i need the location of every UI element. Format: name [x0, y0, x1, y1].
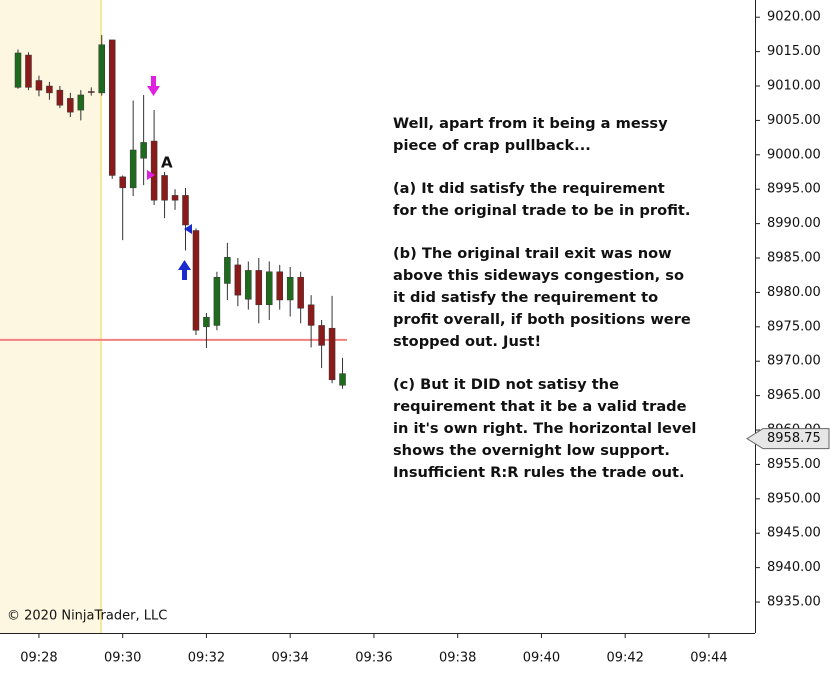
candle-body: [266, 271, 273, 306]
annotation-line: (a) It did satisfy the requirement: [393, 180, 665, 197]
candle-body: [171, 195, 179, 201]
candle-body: [98, 44, 106, 94]
candle-body: [140, 142, 147, 159]
x-tick-label: 09:28: [20, 651, 57, 666]
candle-body: [25, 54, 32, 88]
exit-arrow: [178, 260, 191, 280]
annotation-line: (c) But it DID not satisy the: [393, 376, 619, 393]
y-tick-label: 8940.00: [767, 560, 821, 575]
y-tick-label: 9010.00: [767, 79, 821, 94]
candle-body: [297, 277, 304, 309]
x-tick-label: 09:30: [104, 651, 141, 666]
x-tick-label: 09:34: [271, 651, 308, 666]
y-tick-label: 8955.00: [767, 457, 821, 472]
candle-body: [245, 270, 252, 300]
candle-body: [46, 85, 53, 94]
candle-body: [328, 327, 336, 381]
candle-body: [129, 149, 137, 189]
annotation-line: piece of crap pullback...: [393, 137, 591, 154]
y-tick-label: 8970.00: [767, 354, 821, 369]
candle-body: [161, 175, 168, 201]
candle-body: [108, 39, 116, 176]
annotation-line: in it's own right. The horizontal level: [393, 420, 696, 437]
entry-marker: [147, 170, 155, 180]
y-tick-label: 8935.00: [767, 595, 821, 610]
x-tick-label: 09:32: [188, 651, 225, 666]
candle-body: [307, 304, 315, 326]
candle-body: [224, 257, 231, 284]
candle-body: [14, 52, 22, 88]
y-tick-label: 9020.00: [767, 10, 821, 25]
price-tag: [746, 428, 830, 450]
y-tick-label: 8985.00: [767, 251, 821, 266]
annotation-line: shows the overnight low support.: [393, 442, 670, 459]
candle-body: [150, 140, 158, 201]
annotation-line: (b) The original trail exit was now: [393, 245, 672, 262]
candle-body: [276, 271, 283, 301]
candle-body: [286, 277, 294, 301]
annotation-line: it did satisfy the requirement to: [393, 289, 658, 306]
y-tick-label: 8965.00: [767, 388, 821, 403]
annotation-line: stopped out. Just!: [393, 333, 541, 350]
annotation: Well, apart from it being a messy piece o…: [393, 115, 696, 481]
candle-body: [192, 230, 200, 331]
candle-body: [67, 98, 74, 113]
y-tick-label: 8990.00: [767, 216, 821, 231]
x-tick-label: 09:36: [355, 651, 392, 666]
x-tick-label: 09:38: [439, 651, 476, 666]
annotation-line: profit overall, if both positions were: [393, 311, 691, 328]
candle-body: [35, 80, 43, 91]
y-tick-label: 9000.00: [767, 147, 821, 162]
plot: [0, 35, 347, 389]
annotation-line: Well, apart from it being a messy: [393, 115, 668, 132]
y-tick-label: 8980.00: [767, 285, 821, 300]
marker-label: A: [161, 154, 173, 172]
annotation-line: for the original trade to be in profit.: [393, 202, 690, 219]
x-tick-label: 09:42: [606, 651, 643, 666]
candle-body: [318, 325, 325, 346]
candle-body: [234, 264, 242, 296]
session-shade: [0, 0, 101, 633]
copyright: © 2020 NinjaTrader, LLC: [7, 609, 167, 624]
candle-body: [339, 373, 346, 386]
annotation-line: above this sideways congestion, so: [393, 267, 684, 284]
x-tick-label: 09:44: [690, 651, 727, 666]
candle-body: [56, 89, 64, 106]
candle-body: [203, 316, 210, 328]
candle-body: [88, 91, 95, 93]
annotation-line: Insufficient R:R rules the trade out.: [393, 464, 685, 481]
exit-marker: [184, 224, 192, 234]
candle-body: [255, 270, 263, 306]
candle-body: [77, 94, 85, 111]
y-tick-label: 9005.00: [767, 113, 821, 128]
y-tick-label: 8975.00: [767, 319, 821, 334]
y-tick-label: 8995.00: [767, 182, 821, 197]
x-tick-label: 09:40: [523, 651, 560, 666]
y-tick-label: 8945.00: [767, 526, 821, 541]
y-tick-label: 9015.00: [767, 44, 821, 59]
annotation-line: requirement that it be a valid trade: [393, 398, 687, 415]
candle-body: [213, 277, 221, 326]
entry-arrow: [147, 76, 160, 96]
price-tag-label: 8958.75: [767, 431, 821, 446]
candle-body: [182, 195, 189, 226]
candle-body: [119, 176, 126, 189]
y-tick-label: 8950.00: [767, 491, 821, 506]
